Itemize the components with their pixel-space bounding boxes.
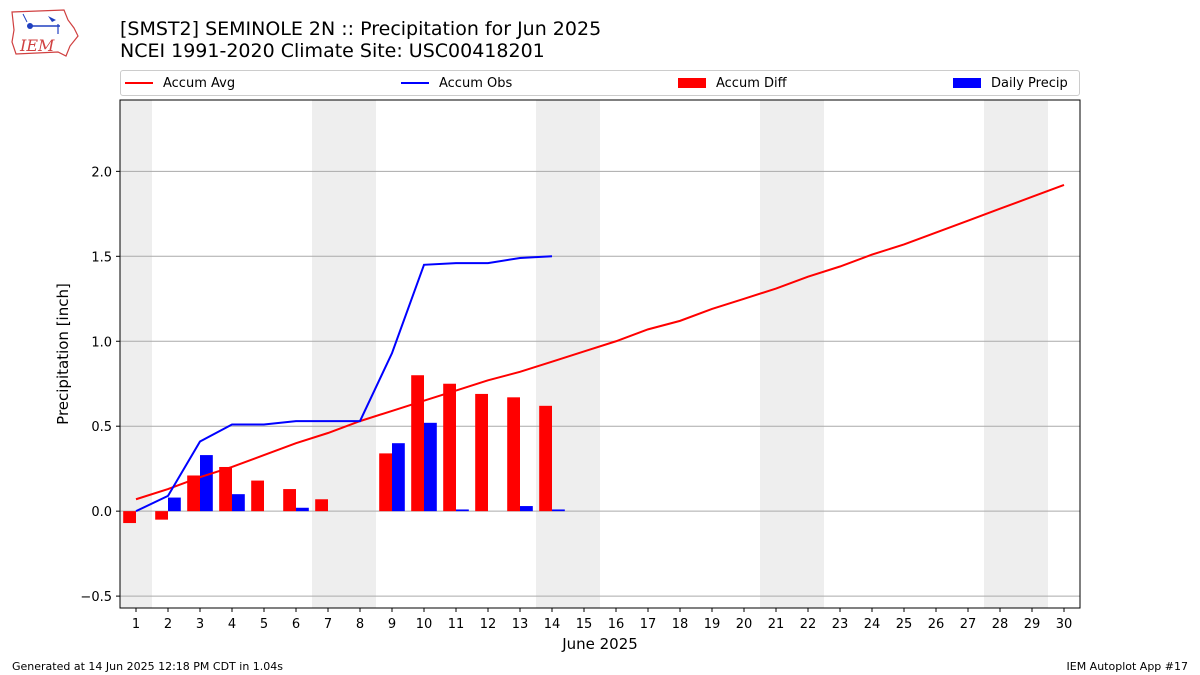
x-tick-label: 29 [1024, 617, 1041, 632]
accum-diff-bar [155, 511, 168, 520]
accum-diff-swatch [678, 78, 706, 88]
y-tick-label: 0.5 [91, 420, 112, 435]
legend-label-accum-diff: Accum Diff [716, 75, 787, 91]
accum-avg-line [135, 184, 1065, 501]
x-tick-label: 3 [196, 617, 204, 632]
iowa-outline-icon [11, 9, 79, 57]
x-tick-label: 19 [704, 617, 721, 632]
accum-avg-swatch [125, 82, 153, 84]
weekend-shade-28 [984, 100, 1016, 608]
footer-app: IEM Autoplot App #17 [1066, 660, 1189, 673]
weekend-shade-1 [120, 100, 152, 608]
plot-frame [119, 99, 1081, 609]
x-tick-label: 4 [228, 617, 236, 632]
accum-diff-bar [283, 489, 296, 512]
weekend-shade-7 [312, 100, 344, 608]
x-tick-label: 10 [416, 617, 433, 632]
logo-text: IEM [19, 36, 55, 55]
accum-diff-bar [315, 499, 328, 512]
daily-precip-bar [200, 455, 213, 512]
x-tick-label: 14 [544, 617, 561, 632]
x-tick-label: 21 [768, 617, 785, 632]
accum-diff-bar [379, 453, 392, 512]
x-tick-label: 1 [132, 617, 140, 632]
weekend-shade-21 [760, 100, 792, 608]
x-tick-label: 8 [356, 617, 364, 632]
x-axis-label: June 2025 [561, 635, 638, 653]
weekend-shade-29 [1016, 100, 1048, 608]
x-tick-label: 11 [448, 617, 465, 632]
accum-obs-swatch [401, 82, 429, 84]
x-tick-label: 17 [640, 617, 657, 632]
legend-label-daily-precip: Daily Precip [991, 75, 1068, 91]
x-tick-label: 24 [864, 617, 881, 632]
y-axis-label: Precipitation [inch] [54, 283, 72, 425]
daily-precip-bar [392, 443, 405, 512]
x-tick-label: 15 [576, 617, 593, 632]
legend-item-accum-avg: Accum Avg [125, 74, 235, 92]
x-tick-label: 9 [388, 617, 396, 632]
legend-item-accum-obs: Accum Obs [401, 74, 512, 92]
x-tick-label: 12 [480, 617, 497, 632]
legend-label-accum-avg: Accum Avg [163, 75, 236, 91]
legend-label-accum-obs: Accum Obs [439, 75, 513, 91]
x-tick-label: 7 [324, 617, 332, 632]
accum-diff-bar [475, 393, 488, 512]
iem-logo: IEM [11, 9, 79, 57]
x-tick-label: 20 [736, 617, 753, 632]
x-tick-label: 18 [672, 617, 689, 632]
daily-precip-bar [552, 509, 565, 512]
accum-diff-bar [411, 375, 424, 512]
x-tick-label: 16 [608, 617, 625, 632]
accum-diff-bar [187, 475, 200, 512]
daily-precip-swatch [953, 78, 981, 88]
accum-diff-bar [443, 383, 456, 512]
legend-item-accum-diff: Accum Diff [678, 74, 787, 92]
accum-diff-bar [251, 480, 264, 512]
accum-diff-bar [539, 405, 552, 512]
x-tick-label: 22 [800, 617, 817, 632]
y-tick-label: 1.5 [91, 250, 112, 265]
x-tick-label: 26 [928, 617, 945, 632]
x-tick-label: 28 [992, 617, 1009, 632]
legend-item-daily-precip: Daily Precip [953, 74, 1068, 92]
y-tick-label: −0.5 [80, 590, 112, 605]
x-tick-label: 27 [960, 617, 977, 632]
chart-subtitle: NCEI 1991-2020 Climate Site: USC00418201 [120, 40, 545, 62]
daily-precip-bar [296, 507, 309, 512]
x-tick-label: 30 [1056, 617, 1073, 632]
daily-precip-bar [456, 509, 469, 512]
footer-generated: Generated at 14 Jun 2025 12:18 PM CDT in… [12, 660, 284, 673]
x-tick-label: 23 [832, 617, 849, 632]
accum-diff-bar [219, 466, 232, 512]
daily-precip-bar [168, 497, 181, 512]
x-tick-label: 5 [260, 617, 268, 632]
accum-obs-line [135, 255, 553, 513]
daily-precip-bar [424, 422, 437, 512]
x-tick-label: 13 [512, 617, 529, 632]
x-tick-label: 2 [164, 617, 172, 632]
daily-precip-bar [520, 506, 533, 512]
y-tick-label: 2.0 [91, 165, 112, 180]
x-tick-label: 6 [292, 617, 300, 632]
x-tick-label: 25 [896, 617, 913, 632]
accum-diff-bar [507, 397, 520, 512]
weekend-shade-14 [536, 100, 568, 608]
legend: Accum Avg Accum Obs Accum Diff Daily Pre… [120, 70, 1080, 96]
weekend-shade-8 [344, 100, 376, 608]
accum-diff-bar [123, 511, 136, 524]
y-tick-label: 1.0 [91, 335, 112, 350]
daily-precip-bar [232, 494, 245, 512]
y-tick-label: 0.0 [91, 505, 112, 520]
weekend-shade-22 [792, 100, 824, 608]
chart-title: [SMST2] SEMINOLE 2N :: Precipitation for… [120, 18, 602, 40]
